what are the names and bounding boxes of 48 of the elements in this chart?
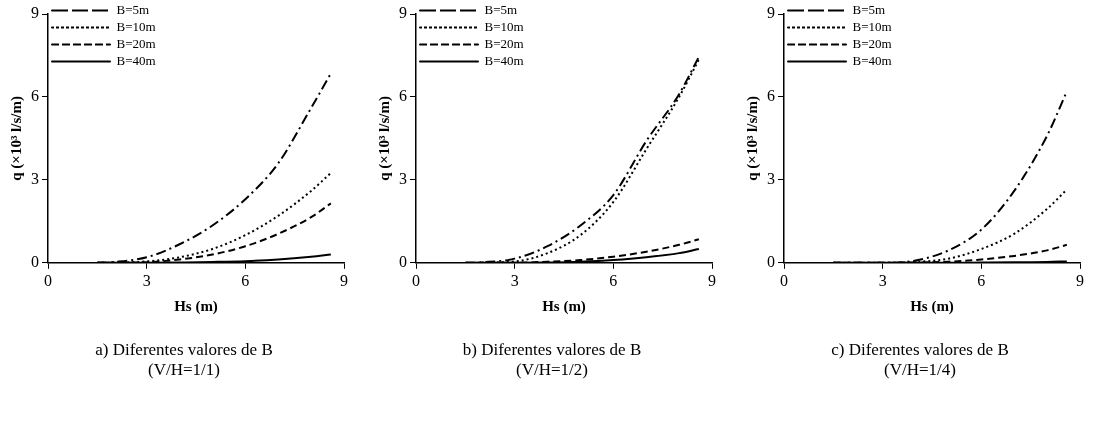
legend-label: B=10m — [484, 18, 524, 34]
legend-label: B=5m — [116, 1, 150, 17]
x-tick-label: 6 — [241, 271, 250, 289]
legend-label: B=10m — [852, 18, 892, 34]
text: (V/H=1/2) — [515, 360, 589, 380]
y-tick-label: 0 — [399, 253, 407, 270]
y-axis-title: q (×10³ l/s/m) — [375, 96, 393, 181]
x-axis-title: Hs (m) — [542, 297, 586, 315]
y-tick-label: 3 — [767, 170, 775, 188]
legend-label: B=20m — [852, 35, 892, 51]
y-tick-label: 6 — [31, 87, 39, 105]
x-tick-label: 6 — [609, 271, 618, 289]
legend-label: B=40m — [852, 52, 892, 68]
legend-label: B=20m — [116, 35, 156, 51]
legend-label: B=5m — [852, 1, 886, 17]
y-tick-label: 3 — [31, 170, 39, 188]
y-tick-label: 9 — [399, 4, 407, 22]
y-tick-label: 6 — [399, 87, 407, 105]
text: b) Diferentes valores de B — [461, 340, 643, 360]
x-axis-title: Hs (m) — [174, 297, 218, 315]
text: (V/H=1/1) — [147, 360, 221, 380]
legend-label: B=10m — [116, 18, 156, 34]
x-tick-label: 9 — [1076, 271, 1084, 289]
y-tick-label: 3 — [399, 170, 407, 188]
y-tick-label: 9 — [31, 4, 39, 22]
text: c) Diferentes valores de B — [830, 340, 1010, 360]
y-axis-title: q (×10³ l/s/m) — [7, 96, 25, 181]
y-tick-label: 6 — [767, 87, 775, 105]
legend-label: B=40m — [484, 52, 524, 68]
y-tick-label: 0 — [31, 253, 39, 270]
legend-label: B=40m — [116, 52, 156, 68]
text: (V/H=1/4) — [883, 360, 957, 380]
x-tick-label: 3 — [142, 271, 151, 289]
legend-label: B=5m — [484, 1, 518, 17]
x-axis-title: Hs (m) — [910, 297, 954, 315]
text: a) Diferentes valores de B — [94, 340, 274, 360]
y-axis-title: q (×10³ l/s/m) — [743, 96, 761, 181]
x-tick-label: 0 — [780, 271, 788, 289]
x-tick-label: 9 — [708, 271, 716, 289]
x-tick-label: 9 — [340, 271, 348, 289]
x-tick-label: 6 — [977, 271, 986, 289]
y-tick-label: 9 — [767, 4, 775, 22]
legend-label: B=20m — [484, 35, 524, 51]
x-tick-label: 0 — [412, 271, 420, 289]
y-tick-label: 0 — [767, 253, 775, 270]
x-tick-label: 3 — [510, 271, 519, 289]
x-tick-label: 0 — [44, 271, 52, 289]
x-tick-label: 3 — [878, 271, 887, 289]
